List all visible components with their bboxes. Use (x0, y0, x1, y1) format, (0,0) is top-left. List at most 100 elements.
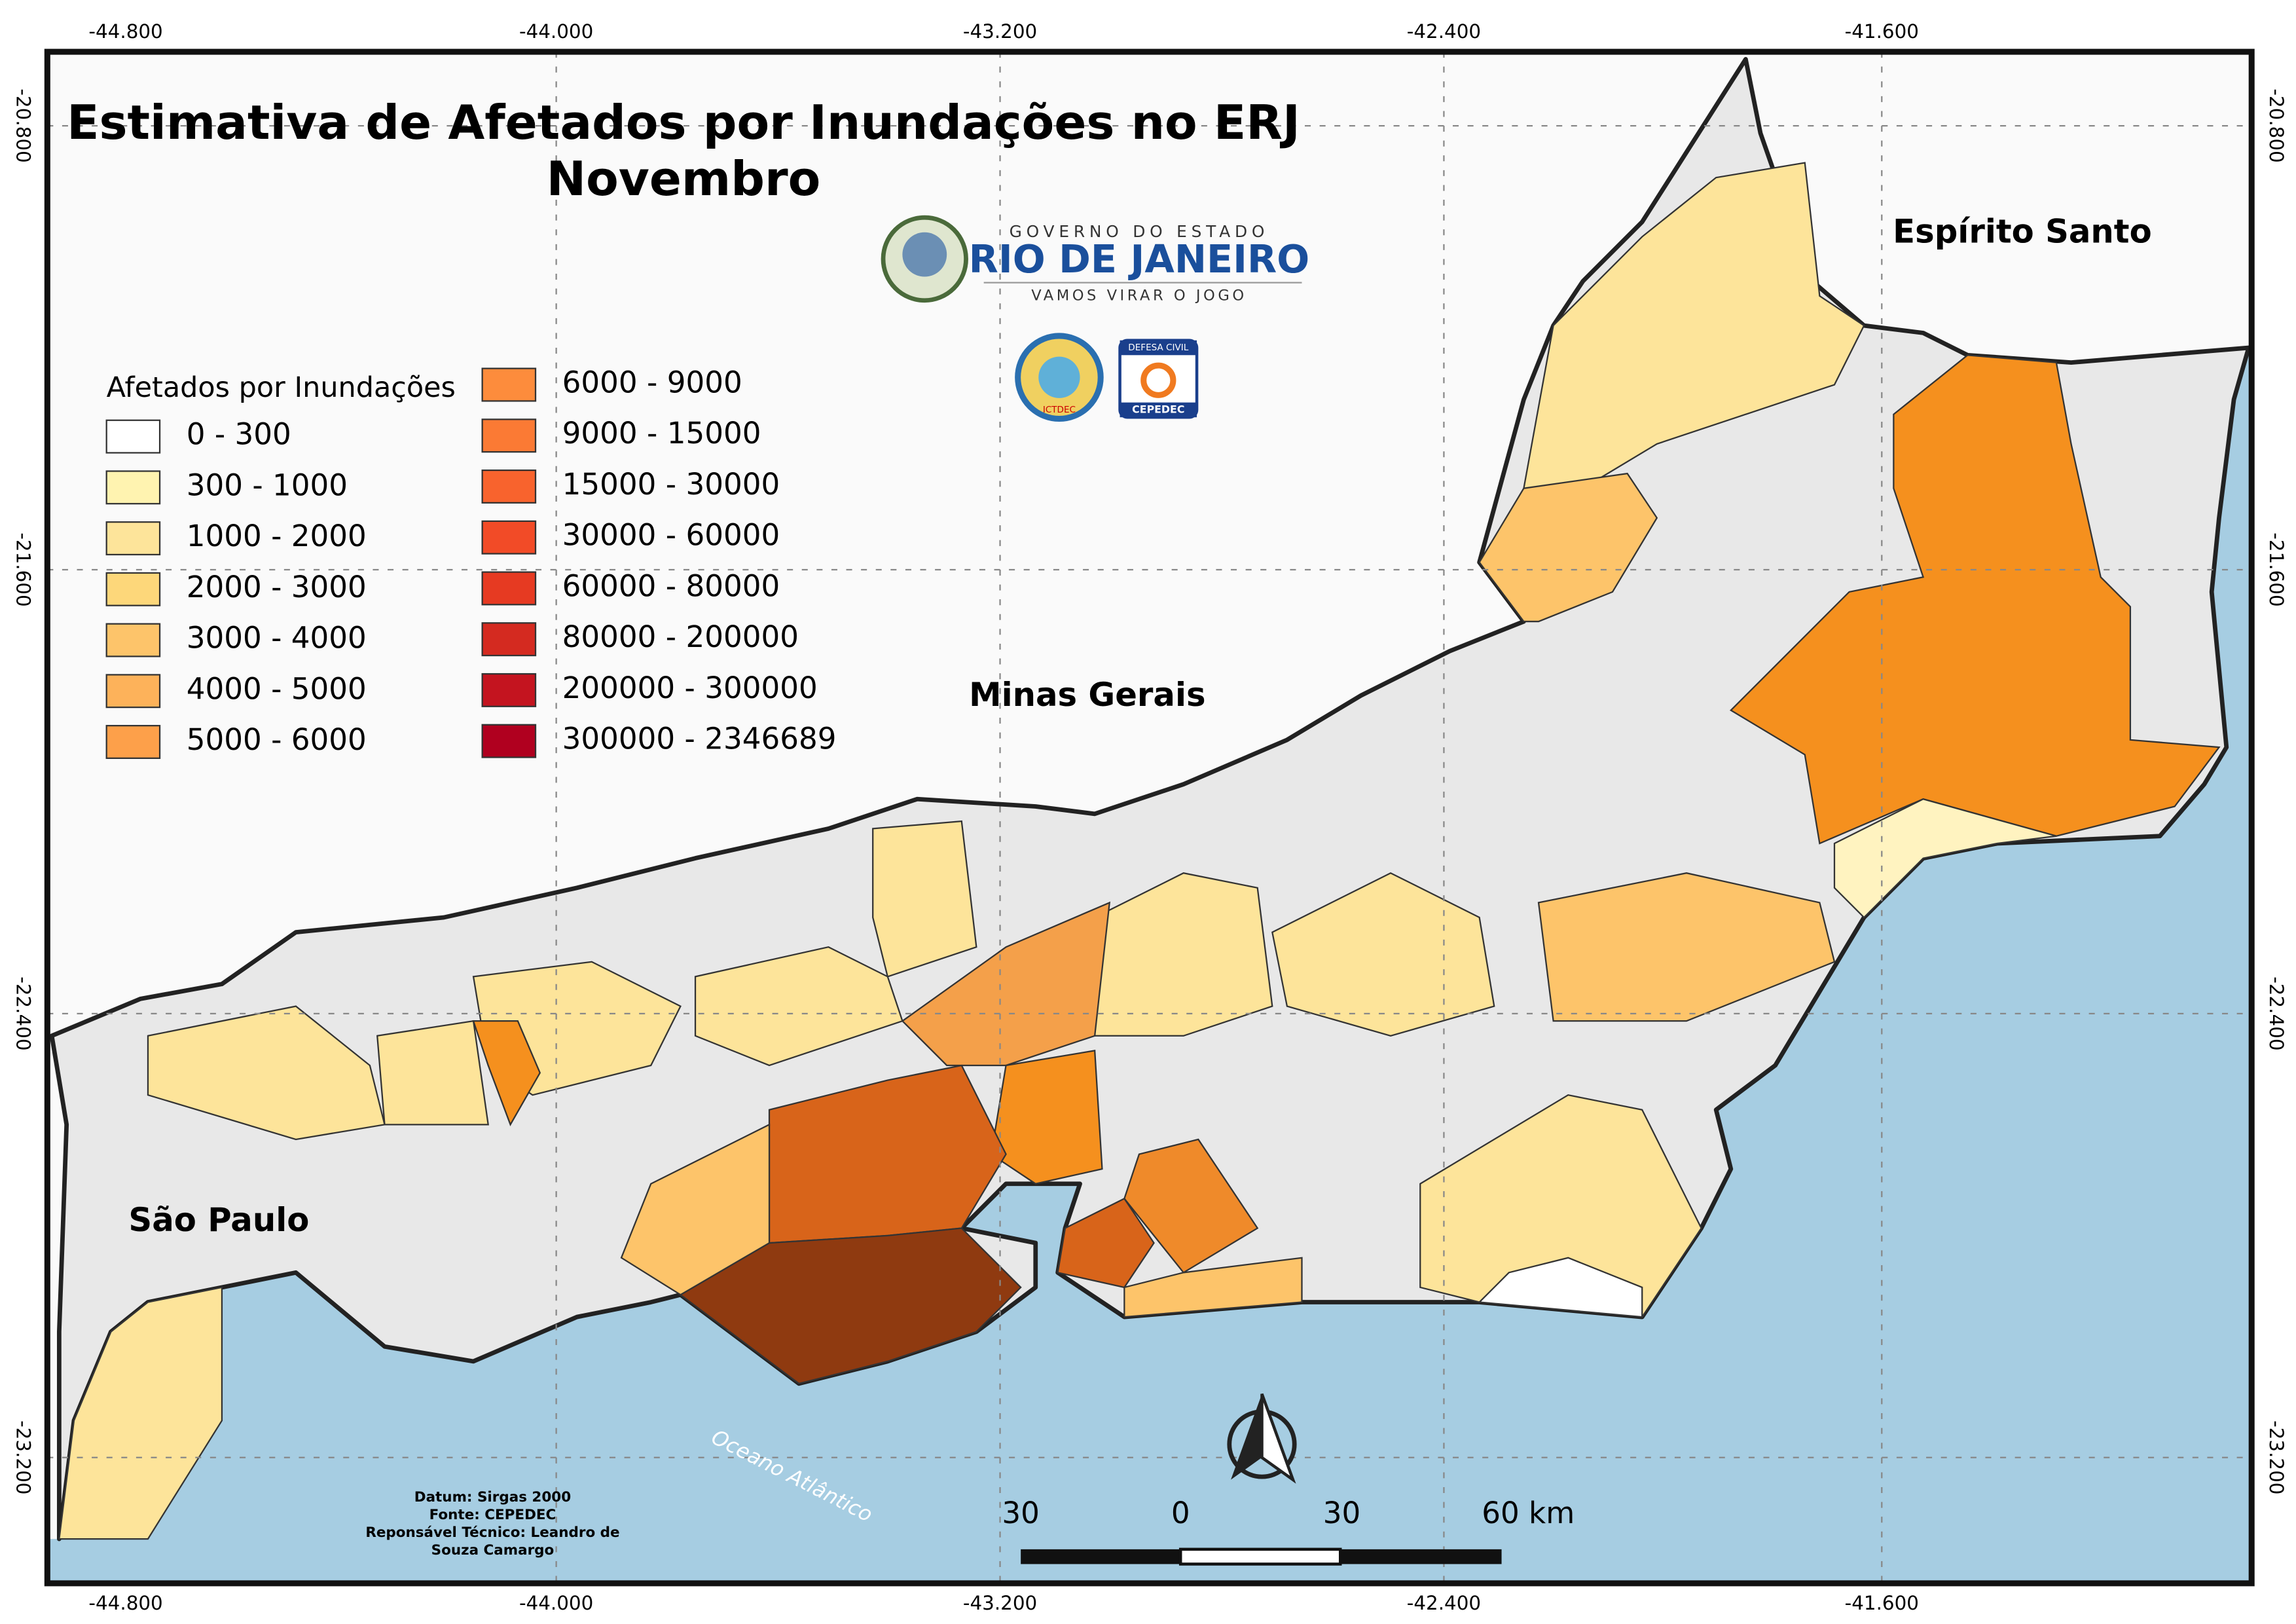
lon-tick-label: -44.800 (88, 1592, 162, 1614)
legend-swatch (105, 623, 161, 657)
scale-label: 0 (1171, 1496, 1190, 1530)
municipality (1123, 1257, 1303, 1318)
scale-label: 30 (1002, 1496, 1039, 1530)
legend-swatch (105, 725, 161, 759)
legend-swatch (105, 572, 161, 606)
place-label: Espírito Santo (1893, 213, 2152, 251)
cepedec-band (1120, 402, 1197, 418)
municipality (694, 946, 903, 1067)
legend-label: 60000 - 80000 (562, 568, 780, 603)
badge-label: DEFESA CIVIL (1128, 342, 1188, 353)
municipality (901, 901, 1111, 1067)
lon-tick-label: -43.200 (963, 20, 1037, 43)
lon-tick-label: -41.600 (1845, 1592, 1919, 1614)
municipality (620, 1123, 771, 1296)
scale-labels: 30 0 30 60 km (1002, 1496, 1575, 1530)
badge-label: ICTDEC (1043, 405, 1076, 415)
legend-label: 300 - 1000 (187, 468, 348, 502)
coat-of-arms-shield (902, 232, 947, 277)
municipality (1833, 798, 2057, 919)
credit-line: Datum: Sirgas 2000 (414, 1489, 571, 1505)
lat-tick-label: -20.800 (12, 88, 34, 162)
lat-tick-label: -23.200 (12, 1420, 34, 1494)
credits: Datum: Sirgas 2000 Fonte: CEPEDECReponsáv… (365, 1489, 619, 1559)
municipality (1478, 1257, 1643, 1318)
scale-segment (1178, 1547, 1342, 1566)
logo-name: RIO DE JANEIRO (969, 236, 1310, 282)
legend-label: 3000 - 4000 (187, 621, 367, 655)
legend-swatch (481, 520, 537, 555)
legend-swatch (105, 521, 161, 556)
map-title: Estimativa de Afetados por Inundações no… (67, 96, 1300, 151)
legend-label: 5000 - 6000 (187, 722, 367, 757)
legend-label: 300000 - 2346689 (562, 722, 837, 756)
legend-swatch (105, 419, 161, 454)
badge-label: CEPEDEC (1132, 403, 1184, 415)
credit-line: Fonte: CEPEDEC (429, 1507, 556, 1523)
credit-line: Reponsável Técnico: Leandro de (365, 1524, 619, 1541)
lat-tick-label: -21.600 (12, 532, 34, 606)
legend-label: 30000 - 60000 (562, 518, 780, 553)
legend-swatch (481, 724, 537, 758)
legend-swatch (481, 673, 537, 707)
municipality (872, 820, 977, 978)
municipality (990, 1050, 1103, 1185)
legend-label: 4000 - 5000 (187, 671, 367, 706)
lat-tick-label: -22.400 (2265, 976, 2287, 1050)
municipality (1478, 472, 1658, 623)
legend-swatch (481, 571, 537, 606)
lat-tick-label: -23.200 (2265, 1420, 2287, 1494)
municipality (1537, 872, 1836, 1022)
coordinate-ticks: -44.800 -44.800 -44.000 -44.000 -43.200 -43.2… (12, 20, 2287, 1614)
lon-tick-label: -44.000 (519, 1592, 593, 1614)
legend-label: 200000 - 300000 (562, 671, 818, 705)
scale-segment (1021, 1549, 1181, 1564)
legend-title: Afetados por Inundações (107, 371, 456, 404)
place-label: São Paulo (128, 1201, 309, 1239)
scale-segment (1340, 1549, 1502, 1564)
legend-swatch (481, 418, 537, 453)
legend-swatch (481, 622, 537, 657)
lon-tick-label: -44.800 (88, 20, 162, 43)
logo-line: GOVERNO DO ESTADO (1010, 222, 1269, 241)
municipality (376, 1020, 489, 1126)
ictdec-globe (1038, 356, 1080, 398)
legend-swatch (481, 367, 537, 402)
north-arrow-light (1260, 1393, 1296, 1484)
legend-label: 80000 - 200000 (562, 619, 799, 654)
municipality (58, 1286, 223, 1540)
lat-tick-label: -20.800 (2265, 88, 2287, 162)
lon-tick-label: -43.200 (963, 1592, 1037, 1614)
municipality (472, 1020, 541, 1127)
legend-label: 6000 - 9000 (562, 365, 742, 400)
legend-swatch (105, 674, 161, 709)
legend-label: 15000 - 30000 (562, 467, 780, 502)
place-label: Minas Gerais (969, 676, 1205, 714)
scale-bar (1021, 1547, 1502, 1566)
legend-label: 1000 - 2000 (187, 519, 367, 553)
lat-tick-label: -22.400 (12, 976, 34, 1050)
lat-tick-label: -21.600 (2265, 532, 2287, 606)
scale-label: 30 (1323, 1496, 1360, 1530)
logo-slogan: VAMOS VIRAR O JOGO (1031, 287, 1247, 304)
legend-label: 0 - 300 (187, 417, 291, 452)
lon-tick-label: -42.400 (1407, 20, 1481, 43)
ocean (47, 340, 2252, 1583)
cepedec-band (1120, 340, 1197, 356)
lon-tick-label: -44.000 (519, 20, 593, 43)
municipalities (58, 162, 2221, 1540)
credit-line: Souza Camargo (431, 1542, 555, 1559)
municipality (1419, 1094, 1702, 1318)
cepedec-emblem (1140, 362, 1176, 398)
municipality (1123, 1138, 1259, 1274)
municipality (1057, 1197, 1155, 1289)
legend-swatch (105, 470, 161, 505)
government-logo: GOVERNO DO ESTADO RIO DE JANEIRO VAMOS V… (881, 215, 1310, 422)
scale-label: 60 km (1482, 1496, 1575, 1530)
map-subtitle: Novembro (547, 152, 821, 207)
lon-tick-label: -42.400 (1407, 1592, 1481, 1614)
municipality (679, 1227, 1022, 1385)
map-frame (44, 48, 2255, 1587)
legend-swatch (481, 469, 537, 504)
municipality (1729, 354, 2221, 845)
